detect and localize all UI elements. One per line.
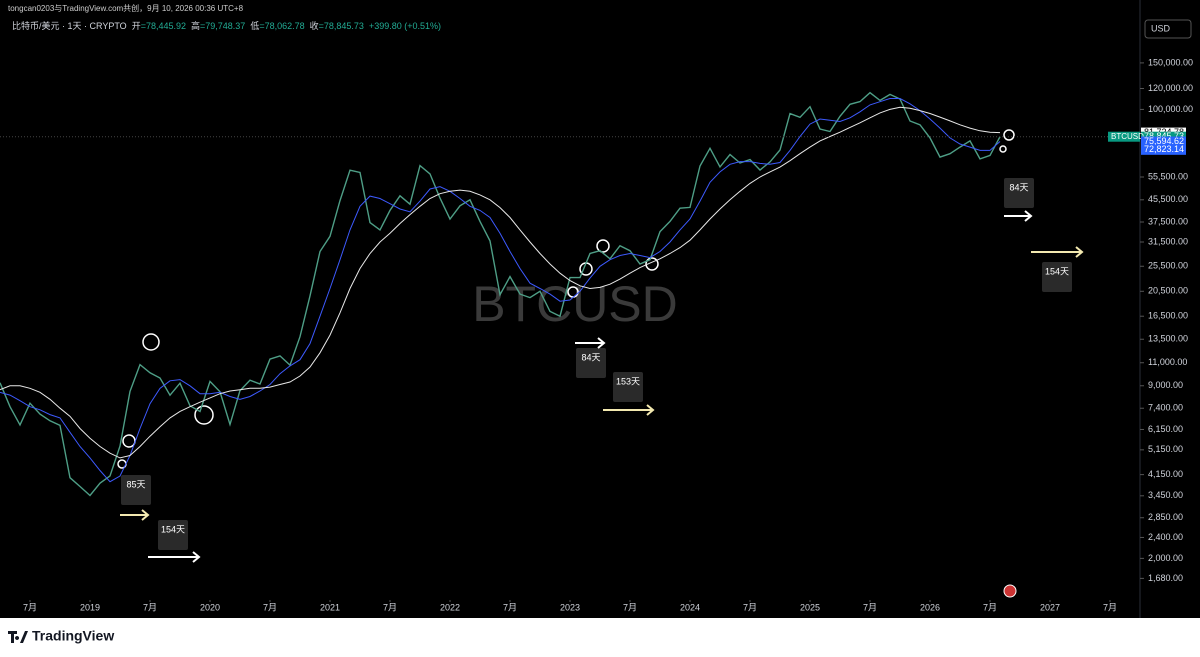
y-tick-label: 150,000.00 (1148, 57, 1193, 67)
ohlc-label: 收 (310, 20, 319, 31)
change: +399.80 (+0.51%) (369, 21, 441, 31)
series-line (0, 106, 1001, 459)
series-line (0, 98, 1001, 483)
annotation-box (613, 372, 643, 402)
ohlc-value: =78,445.92 (141, 21, 186, 31)
x-tick-label: 2020 (200, 602, 220, 612)
currency: USD (1151, 23, 1171, 33)
x-tick-label: 7月 (23, 602, 37, 612)
y-tick-label: 25,500.00 (1148, 261, 1188, 271)
watermark: BTCUSD (472, 276, 678, 332)
price-tag-label: 72,823.14 (1144, 144, 1184, 154)
y-tick-label: 3,450.00 (1148, 490, 1183, 500)
arrow (148, 551, 201, 563)
y-tick-label: 13,500.00 (1148, 334, 1188, 344)
ohlc-value: =78,062.78 (259, 21, 304, 31)
x-tick-label: 7月 (503, 602, 517, 612)
symbol-tag (1108, 131, 1140, 142)
y-tick-label: 20,500.00 (1148, 286, 1188, 296)
y-tick-label: 6,150.00 (1148, 424, 1183, 434)
price-tag (1141, 136, 1186, 147)
annotation: 84天 (1009, 182, 1028, 192)
arrow (603, 404, 655, 416)
ohlc-label: 低 (250, 20, 259, 31)
x-tick-label: 7月 (743, 602, 757, 612)
y-tick-label: 55,500.00 (1148, 171, 1188, 181)
annotation-box (1042, 262, 1072, 292)
annotation: 85天 (126, 479, 145, 489)
arrow (1031, 246, 1084, 258)
x-tick-label: 2022 (440, 602, 460, 612)
price-tag (1141, 144, 1186, 155)
series-line (0, 91, 1001, 497)
footer-background (0, 618, 1200, 657)
y-tick-label: 9,000.00 (1148, 380, 1183, 390)
y-tick-label: 31,500.00 (1148, 236, 1188, 246)
x-tick-label: 7月 (623, 602, 637, 612)
x-tick-label: 7月 (1103, 602, 1117, 612)
symbol: 比特币/美元 · 1天 · CRYPTO (12, 20, 127, 31)
annotation-box (158, 520, 188, 550)
ohlc-label: 高 (191, 20, 200, 31)
annotation-box (1004, 178, 1034, 208)
x-tick-label: 2024 (680, 602, 700, 612)
y-tick-label: 2,000.00 (1148, 553, 1183, 563)
ohlc-value: =79,748.37 (200, 21, 245, 31)
y-tick-label: 5,150.00 (1148, 444, 1183, 454)
annotation-box (576, 348, 606, 378)
arrow (575, 337, 606, 349)
x-tick-label: 2023 (560, 602, 580, 612)
x-tick-label: 7月 (983, 602, 997, 612)
footer-brand: TradingView (32, 628, 114, 644)
price-tag-label: 75,594.62 (1144, 136, 1184, 146)
chart-background (0, 0, 1200, 618)
y-tick-label: 16,500.00 (1148, 311, 1188, 321)
x-tick-label: 2026 (920, 602, 940, 612)
x-tick-label: 7月 (383, 602, 397, 612)
y-tick-label: 37,500.00 (1148, 216, 1188, 226)
y-tick-label: 2,400.00 (1148, 532, 1183, 542)
ohlc-label: 开 (132, 21, 141, 31)
x-tick-label: 2021 (320, 602, 340, 612)
credit: tongcan0203与TradingView.com共创，9月 10, 202… (8, 3, 244, 13)
x-tick-label: 7月 (143, 602, 157, 612)
currency-button[interactable] (1144, 19, 1192, 39)
x-tick-label: 7月 (863, 602, 877, 612)
y-tick-label: 1,680.00 (1148, 573, 1183, 583)
y-tick-label: 120,000.00 (1148, 83, 1193, 93)
arrow (1004, 210, 1033, 222)
x-tick-label: 2027 (1040, 602, 1060, 612)
price-tag-label: 78,845.73 (1144, 131, 1184, 141)
x-tick-label: 7月 (263, 602, 277, 612)
y-tick-label: 4,150.00 (1148, 469, 1183, 479)
logo (8, 631, 28, 643)
y-tick-label: 2,850.00 (1148, 512, 1183, 522)
y-tick-label: 11,000.00 (1148, 357, 1187, 367)
annotation: 154天 (1045, 266, 1069, 276)
annotation: 153天 (616, 376, 640, 386)
y-tick-label: 45,500.00 (1148, 194, 1188, 204)
symbol-tag-label: BTCUSD (1111, 132, 1144, 141)
y-tick-label: 100,000.00 (1148, 104, 1193, 114)
arrow (120, 509, 150, 521)
annotation: 84天 (581, 352, 600, 362)
event-icon[interactable] (1003, 584, 1017, 598)
x-tick-label: 2025 (800, 602, 820, 612)
annotation-box (121, 475, 151, 505)
ohlc-value: =78,845.73 (319, 21, 364, 31)
x-tick-label: 2019 (80, 602, 100, 612)
y-tick-label: 7,400.00 (1148, 403, 1183, 413)
annotation: 154天 (161, 524, 185, 534)
legend: 比特币/美元 · 1天 · CRYPTO 开=78,445.92 高=79,748.… (12, 20, 441, 31)
